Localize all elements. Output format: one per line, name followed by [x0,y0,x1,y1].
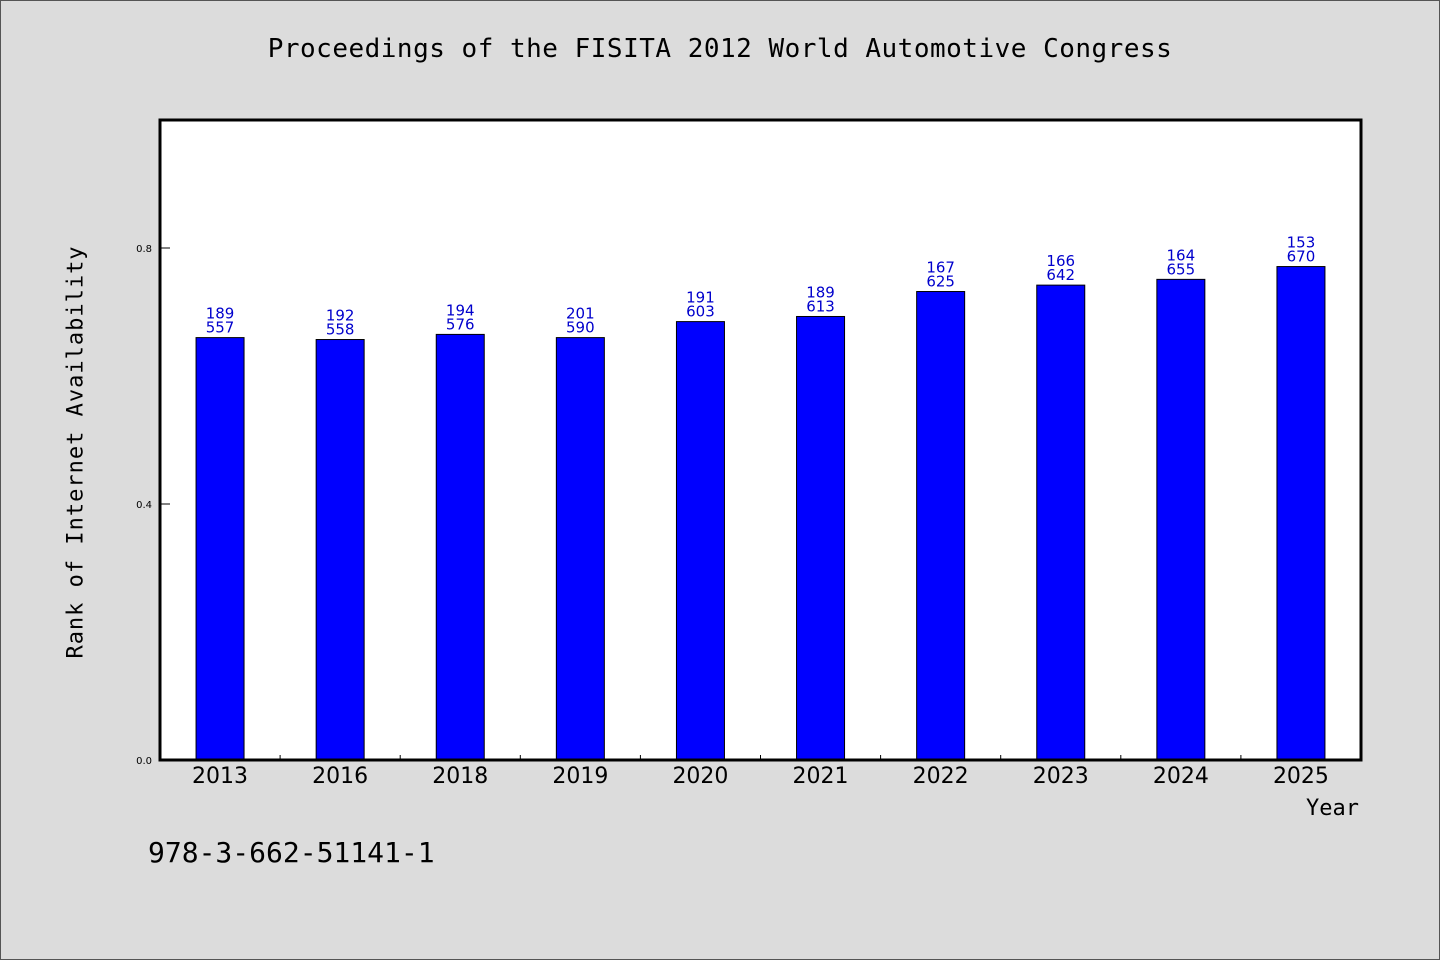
bar [315,339,365,761]
x-axis-label: Year [1306,796,1359,821]
y-tick-label: 0.4 [136,500,152,511]
bar-label-bottom: 557 [206,319,235,337]
bar-label-bottom: 590 [566,319,595,337]
x-tick-label: 2018 [432,764,488,789]
bar-label-top: 164 [1167,246,1196,264]
bar-label-bottom: 625 [926,273,955,291]
bar-label-top: 194 [446,301,475,319]
bar-label-bottom: 603 [686,303,715,321]
bar-label-top: 189 [206,305,235,323]
bar [555,337,605,761]
x-tick-label: 2023 [1033,764,1089,789]
bar-label-top: 189 [806,283,835,301]
bar [1156,278,1206,761]
x-tick-label: 2022 [913,764,969,789]
bar-label-top: 166 [1046,252,1075,270]
y-axis-label: Rank of Internet Availability [63,245,89,659]
y-tick-label: 0.0 [136,756,152,767]
bar [675,321,725,761]
bar-label-top: 167 [926,259,955,277]
bar-label-bottom: 670 [1287,248,1316,266]
bar-label-bottom: 576 [446,315,475,333]
x-tick-label: 2016 [312,764,368,789]
x-tick-label: 2020 [672,764,728,789]
bar [796,315,846,761]
bar-label-bottom: 558 [326,321,355,339]
x-tick-label: 2024 [1153,764,1209,789]
bar-label-top: 192 [326,307,355,325]
bar [435,333,485,761]
plot-border [158,118,1363,762]
bar-label-top: 201 [566,305,595,323]
y-tick-label: 0.8 [136,244,152,255]
bar [195,337,245,761]
chart-title: Proceedings of the FISITA 2012 World Aut… [267,34,1173,64]
bar [916,291,966,761]
x-tick-label: 2019 [552,764,608,789]
x-tick-label: 2025 [1273,764,1329,789]
x-tick-label: 2013 [192,764,248,789]
bar-label-bottom: 655 [1167,260,1196,278]
bar [1276,266,1326,761]
bar [1036,284,1086,761]
isbn-text: 978-3-662-51141-1 [148,836,435,869]
x-tick-label: 2021 [793,764,849,789]
bar-label-top: 191 [686,289,715,307]
bar-label-bottom: 642 [1046,266,1075,284]
bar-label-top: 153 [1287,234,1316,252]
bar-label-bottom: 613 [806,297,835,315]
